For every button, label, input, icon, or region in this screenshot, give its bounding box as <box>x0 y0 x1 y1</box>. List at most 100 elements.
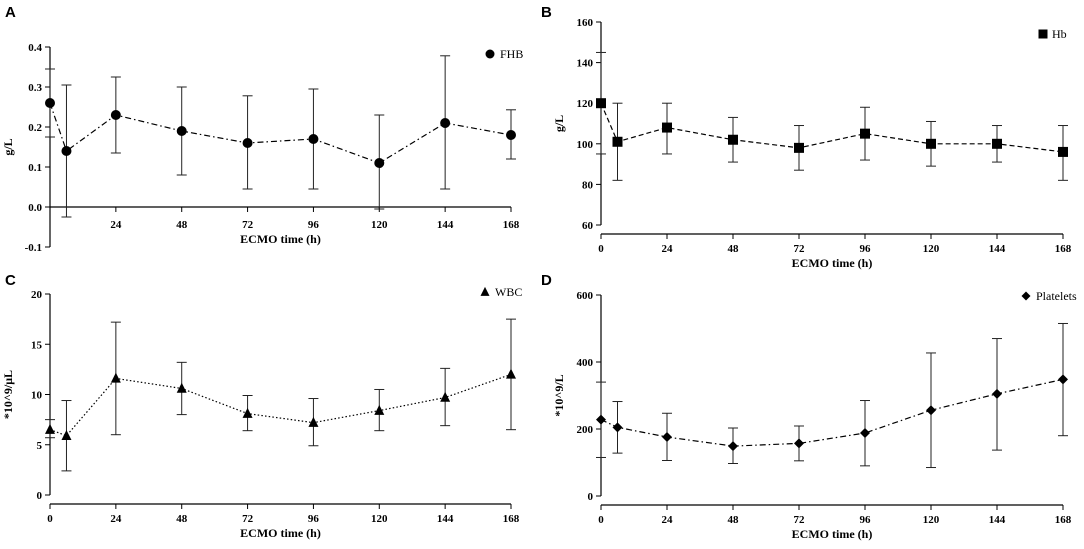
series-line <box>600 378 1064 447</box>
data-point <box>506 130 516 140</box>
data-point <box>61 429 72 440</box>
x-axis-label: ECMO time (h) <box>792 527 873 541</box>
y-tick-label: 0.4 <box>28 42 42 54</box>
x-tick-label: 96 <box>860 243 872 255</box>
data-point <box>374 404 385 415</box>
x-tick-label: 96 <box>860 514 872 526</box>
data-point <box>440 118 451 128</box>
panel-label: B <box>541 4 552 21</box>
y-axis-label: *10^9/μL <box>1 370 15 419</box>
y-tick-label: 140 <box>577 58 594 70</box>
legend-marker <box>1021 291 1031 301</box>
data-point <box>242 138 253 148</box>
data-point <box>1058 374 1068 385</box>
y-tick-label: 200 <box>577 424 594 436</box>
legend-label: Hb <box>1052 27 1067 41</box>
x-tick-label: 144 <box>989 514 1006 526</box>
y-tick-label: 15 <box>31 339 43 351</box>
data-point <box>596 414 606 425</box>
y-tick-label: 400 <box>577 357 594 369</box>
series-line <box>49 373 512 437</box>
x-tick-label: 144 <box>437 219 454 231</box>
data-point <box>662 122 672 133</box>
data-point <box>176 126 187 136</box>
y-tick-label: 60 <box>582 220 594 232</box>
x-tick-label: 72 <box>794 243 806 255</box>
y-tick-label: 160 <box>577 17 594 29</box>
data-point <box>662 432 672 443</box>
data-point <box>308 134 319 144</box>
y-tick-label: 0.2 <box>28 122 42 134</box>
x-tick-label: 144 <box>989 243 1006 255</box>
x-tick-label: 48 <box>728 243 740 255</box>
x-tick-label: 72 <box>242 513 254 525</box>
data-point <box>308 416 319 427</box>
data-point <box>596 98 606 109</box>
x-axis-label: ECMO time (h) <box>240 526 321 540</box>
data-point <box>926 138 936 149</box>
x-tick-label: 48 <box>176 513 188 525</box>
y-axis-label: g/L <box>552 115 566 132</box>
data-point <box>110 110 121 120</box>
x-tick-label: 48 <box>728 514 740 526</box>
data-point <box>860 128 870 139</box>
data-point <box>728 441 738 452</box>
x-tick-label: 24 <box>662 243 674 255</box>
y-axis-label: *10^9/L <box>552 374 566 416</box>
y-tick-label: 120 <box>577 98 594 110</box>
x-tick-label: 48 <box>176 219 188 231</box>
panel-label: C <box>5 272 16 289</box>
data-point <box>506 368 516 379</box>
x-tick-label: 72 <box>794 514 806 526</box>
x-tick-label: 144 <box>437 513 454 525</box>
data-point <box>110 372 121 383</box>
x-tick-label: 0 <box>598 514 604 526</box>
data-point <box>61 146 72 156</box>
data-point <box>1058 146 1068 157</box>
data-point <box>374 158 385 168</box>
data-point <box>45 98 55 108</box>
data-point <box>992 138 1002 149</box>
x-tick-label: 168 <box>503 219 520 231</box>
data-point <box>45 423 55 434</box>
x-tick-label: 0 <box>47 513 53 525</box>
y-tick-label: 0 <box>37 490 43 502</box>
panel-c: C 0 5 10 15 20 0 24 48 72 96 120 144 168 ECMO time (h)… <box>1 272 522 540</box>
x-tick-label: 24 <box>110 219 122 231</box>
x-tick-label: 24 <box>662 514 674 526</box>
legend-marker <box>485 49 495 59</box>
data-point <box>612 422 623 433</box>
data-point <box>794 142 804 153</box>
panel-label: D <box>541 272 552 289</box>
x-tick-label: 96 <box>308 219 320 231</box>
y-tick-label: 600 <box>577 290 594 302</box>
x-tick-label: 168 <box>1055 514 1072 526</box>
y-tick-label: 5 <box>37 440 43 452</box>
data-point <box>176 382 187 393</box>
panel-d: D 0 200 400 600 0 24 48 72 96 120 144 168 ECMO time (… <box>541 272 1077 541</box>
panel-label: A <box>5 4 16 21</box>
data-point <box>926 405 936 416</box>
x-tick-label: 24 <box>110 513 122 525</box>
data-point <box>612 136 623 147</box>
x-tick-label: 120 <box>371 513 388 525</box>
legend-marker <box>480 286 490 296</box>
y-tick-label: 0.3 <box>28 82 42 94</box>
y-tick-label: 0.0 <box>28 202 42 214</box>
data-point <box>242 407 253 418</box>
x-tick-label: 168 <box>503 513 520 525</box>
legend-label: WBC <box>495 285 522 299</box>
legend-marker <box>1038 29 1048 39</box>
data-point <box>992 388 1002 399</box>
x-tick-label: 120 <box>371 219 388 231</box>
data-point <box>440 391 451 402</box>
data-point <box>794 438 804 449</box>
panel-a: A -0.1 0.0 0.1 0.2 0.3 0.4 24 48 72 96 120 144 168 ECM… <box>1 4 523 254</box>
y-tick-label: 100 <box>577 139 594 151</box>
legend-label: Platelets <box>1036 289 1077 303</box>
y-tick-label: 0.1 <box>28 162 42 174</box>
y-tick-label: 10 <box>31 390 43 402</box>
x-tick-label: 120 <box>923 514 940 526</box>
legend-label: FHB <box>500 47 523 61</box>
